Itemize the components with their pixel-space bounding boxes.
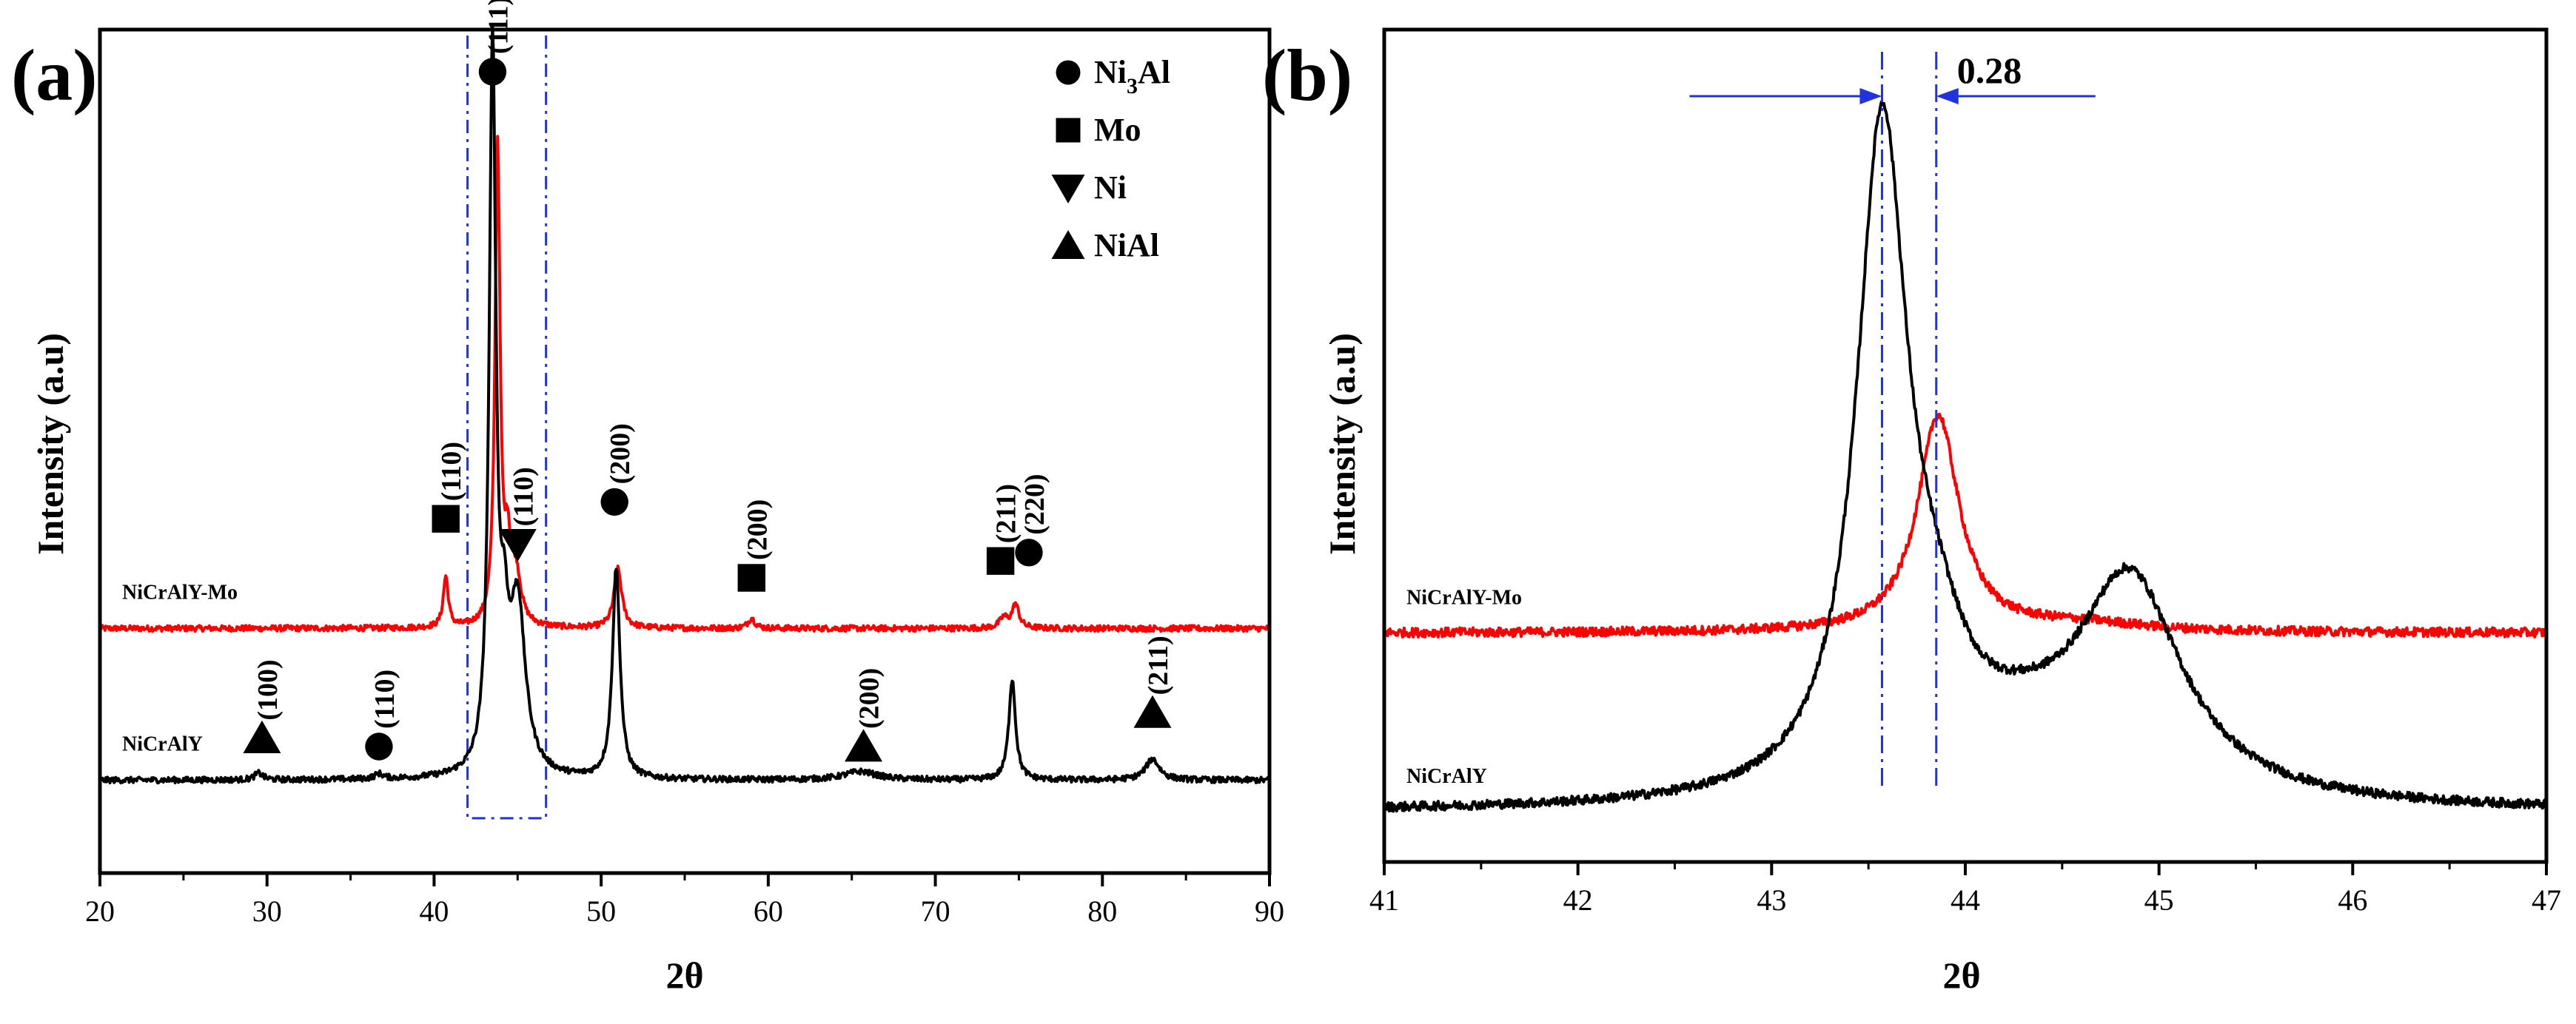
panel-a-x-axis: 20 30 40 50 60 70 80 90 — [85, 873, 1284, 928]
x-tick-label: 46 — [2338, 883, 2367, 917]
panel-b-plot-frame — [1382, 27, 2549, 864]
series-label: NiCrAlY-Mo — [1406, 586, 1522, 609]
series-line-nicraly — [1383, 100, 2548, 813]
peak-label: (110) — [436, 442, 467, 501]
series-line-nicraly — [98, 24, 1271, 785]
peak-marker-square — [432, 505, 460, 533]
series-line-nicraly-mo — [1383, 412, 2548, 639]
legend-entry: Ni3Al — [1094, 54, 1170, 98]
legend-marker-triangle-down — [1051, 175, 1085, 203]
x-tick-label: 20 — [85, 895, 115, 928]
panel-b-x-axis: 41 42 43 44 45 46 47 — [1369, 862, 2561, 917]
series-line-nicraly-mo — [98, 135, 1270, 633]
legend-entry: NiAl — [1094, 227, 1159, 263]
peak-marker-square — [986, 547, 1015, 575]
panel-b-xlabel: 2θ — [1942, 954, 1980, 996]
x-tick-label: 41 — [1369, 883, 1399, 917]
series-label: NiCrAlY-Mo — [122, 582, 238, 604]
shift-arrowhead-right — [1936, 88, 1959, 104]
series-label: NiCrAlY — [122, 733, 203, 756]
peak-marker-triangle-down — [498, 529, 537, 562]
legend-entry: Mo — [1094, 112, 1141, 148]
x-tick-label: 43 — [1757, 883, 1786, 917]
peak-label: (110) — [508, 467, 539, 526]
shift-value: 0.28 — [1957, 50, 2022, 91]
panel-a: (a) Intensity (a.u) 2θ NiCrAlY-MoNiCrAlY… — [11, 0, 1284, 996]
peak-marker-triangle-up — [243, 720, 281, 753]
peak-marker-square — [737, 564, 765, 592]
peak-label: (200) — [742, 499, 773, 560]
peak-marker-triangle-up — [1133, 695, 1172, 728]
peak-label: (200) — [605, 423, 636, 484]
peak-label: (211) — [1143, 636, 1174, 695]
x-tick-label: 40 — [419, 895, 449, 928]
peak-marker-circle — [1015, 539, 1043, 567]
panel-a-legend: Ni3Al Mo Ni NiAl — [1051, 54, 1170, 263]
panel-b-series — [1383, 100, 2548, 813]
peak-marker-circle — [478, 58, 507, 86]
x-tick-label: 90 — [1255, 895, 1284, 928]
x-tick-label: 80 — [1087, 895, 1117, 928]
peak-label: (100) — [252, 659, 284, 720]
x-tick-label: 70 — [921, 895, 950, 928]
panel-b-reference-lines — [1880, 52, 1938, 787]
peak-marker-triangle-up — [845, 729, 883, 762]
peak-label: (200) — [854, 668, 885, 729]
legend-marker-circle — [1056, 60, 1081, 85]
panel-b: (b) Intensity (a.u) 2θ NiCrAlY-MoNiCrAlY… — [1262, 27, 2561, 996]
panel-b-label: (b) — [1262, 34, 1352, 116]
peak-label: (220) — [1019, 474, 1050, 534]
panel-a-xlabel: 2θ — [665, 954, 703, 996]
legend-marker-square — [1056, 118, 1081, 143]
panel-a-label: (a) — [11, 34, 98, 116]
x-tick-label: 47 — [2532, 883, 2561, 917]
peak-label: (110) — [369, 670, 400, 729]
panel-b-series-labels: NiCrAlY-Mo NiCrAlY — [1406, 586, 1522, 788]
panel-a-series-labels: NiCrAlY-Mo NiCrAlY — [122, 582, 238, 756]
panel-a-peak-labels: (111)(110) (110)(200)(200) (211)(220)(100)… — [243, 0, 1174, 762]
panel-a-series — [98, 24, 1271, 785]
legend-entry: Ni — [1094, 169, 1127, 206]
peak-label: (211) — [991, 484, 1022, 543]
shift-arrowhead-left — [1859, 88, 1882, 104]
x-tick-label: 45 — [2144, 883, 2174, 917]
panel-b-ylabel: Intensity (a.u) — [1321, 333, 1363, 555]
x-tick-label: 44 — [1951, 883, 1980, 917]
x-tick-label: 30 — [252, 895, 282, 928]
panel-a-ylabel: Intensity (a.u) — [30, 333, 71, 555]
panel-a-plot-frame — [98, 27, 1272, 875]
x-tick-label: 60 — [754, 895, 783, 928]
legend-marker-triangle-up — [1051, 230, 1085, 259]
peak-marker-circle — [365, 732, 393, 761]
x-tick-label: 50 — [586, 895, 616, 928]
panel-b-shift-annotation: 0.28 — [1689, 50, 2096, 104]
peak-marker-circle — [600, 488, 628, 516]
series-label: NiCrAlY — [1406, 765, 1487, 788]
x-tick-label: 42 — [1563, 883, 1593, 917]
peak-label: (111) — [483, 0, 514, 54]
